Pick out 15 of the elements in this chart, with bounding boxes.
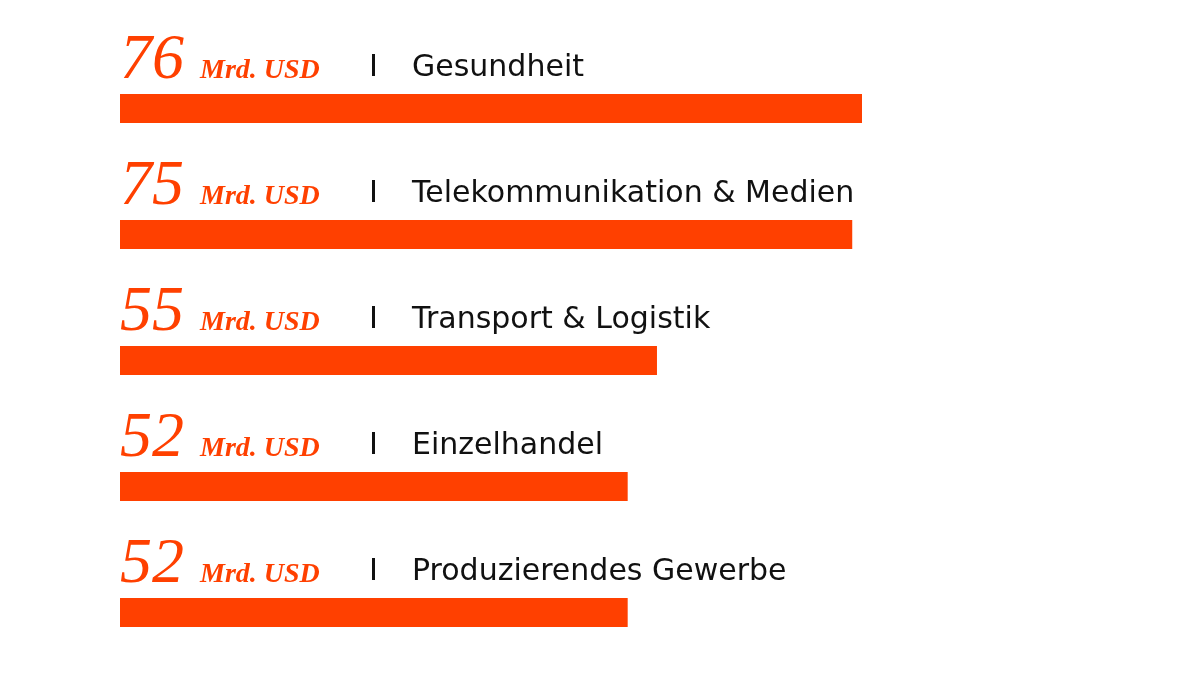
bar bbox=[120, 598, 628, 627]
y-tick-label: Telekommunikation & Medien bbox=[411, 174, 855, 209]
bar bbox=[120, 472, 628, 501]
data-label: 52 Mrd. USD bbox=[120, 525, 320, 596]
y-tick-label: Transport & Logistik bbox=[411, 300, 711, 335]
y-tick-label: Einzelhandel bbox=[412, 426, 604, 461]
bar bbox=[120, 94, 862, 123]
bar bbox=[120, 346, 657, 375]
data-label: 55 Mrd. USD bbox=[120, 273, 320, 344]
y-tick-label: Gesundheit bbox=[412, 48, 585, 83]
data-label: 52 Mrd. USD bbox=[120, 399, 320, 470]
bar bbox=[120, 220, 853, 249]
data-label: 76 Mrd. USD bbox=[120, 21, 320, 92]
data-label: 75 Mrd. USD bbox=[120, 147, 320, 218]
y-tick-label: Produzierendes Gewerbe bbox=[412, 552, 787, 587]
